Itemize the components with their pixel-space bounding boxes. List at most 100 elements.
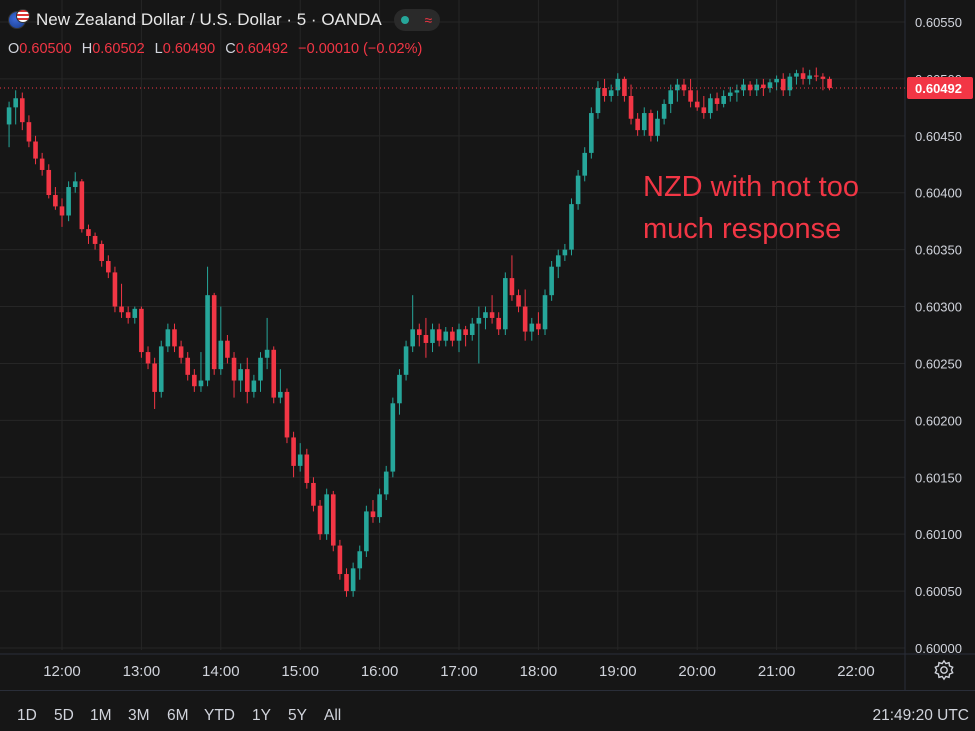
candle-body: [66, 187, 71, 216]
candle-body: [483, 312, 488, 318]
open-value: 0.60500: [19, 41, 72, 57]
candle-body: [694, 101, 700, 108]
candle-body: [244, 369, 250, 392]
candle-body: [562, 249, 568, 256]
candle-body: [536, 323, 541, 330]
candle-body: [761, 84, 766, 89]
candle-body: [33, 141, 38, 159]
candle-body: [780, 78, 786, 91]
candle-body: [172, 329, 177, 347]
low-value: 0.60490: [162, 41, 216, 57]
candle-body: [317, 505, 323, 535]
y-tick-label: 0.60450: [915, 129, 962, 144]
x-tick-label: 16:00: [361, 663, 399, 680]
candle-body: [516, 295, 521, 307]
candle-body: [20, 98, 25, 123]
candle-body: [582, 152, 588, 176]
range-button-6m[interactable]: 6M: [167, 707, 189, 724]
symbol-title[interactable]: New Zealand Dollar / U.S. Dollar · 5 · O…: [36, 10, 382, 29]
low-label: L: [154, 41, 163, 57]
range-button-all[interactable]: All: [324, 707, 342, 724]
candle-body: [569, 204, 574, 250]
candle-body: [251, 380, 257, 392]
candle-body: [13, 98, 18, 108]
candle-body: [681, 84, 687, 91]
range-button-1y[interactable]: 1Y: [252, 707, 271, 724]
ohlc-legend: O0.60500 H0.60502 L0.60490 C0.60492 −0.0…: [8, 41, 428, 57]
candle-body: [668, 90, 674, 104]
candle-body: [211, 295, 217, 370]
candle-body: [238, 369, 243, 381]
candle-body: [225, 340, 230, 358]
x-tick-label: 20:00: [678, 663, 716, 680]
candle-body: [734, 90, 740, 93]
candle-body: [675, 84, 680, 91]
candle-body: [72, 181, 78, 188]
candle-body: [205, 295, 210, 381]
y-tick-label: 0.60050: [915, 584, 962, 599]
candle-body: [555, 255, 561, 267]
candle-body: [827, 78, 832, 89]
change-value: −0.00010 (−0.02%): [298, 41, 423, 57]
candle-body: [132, 308, 138, 318]
y-tick-label: 0.60000: [915, 641, 962, 656]
range-button-1d[interactable]: 1D: [17, 707, 37, 724]
candle-body: [794, 73, 799, 77]
candle-body: [741, 84, 746, 91]
candle-body: [754, 84, 760, 91]
candle-body: [503, 278, 508, 330]
candle-body: [6, 107, 12, 125]
candle-body: [324, 494, 329, 535]
bottom-toolbar: 1D 5D 1M 3M 6M YTD 1Y 5Y All 21:49:20 UTC: [0, 690, 975, 731]
candle-body: [112, 272, 118, 307]
x-tick-label: 15:00: [281, 663, 319, 680]
x-tick-label: 18:00: [520, 663, 558, 680]
candle-body: [463, 329, 468, 335]
range-button-3m[interactable]: 3M: [128, 707, 150, 724]
candle-body: [390, 403, 396, 472]
candle-body: [158, 346, 164, 392]
y-tick-label: 0.60300: [915, 300, 962, 315]
candle-body: [820, 76, 826, 79]
range-button-5y[interactable]: 5Y: [288, 707, 307, 724]
candle-body: [469, 323, 475, 335]
candle-body: [714, 98, 720, 104]
candle-body: [139, 308, 144, 353]
y-tick-label: 0.60550: [915, 15, 962, 30]
range-button-ytd[interactable]: YTD: [204, 707, 235, 724]
candle-body: [648, 113, 654, 136]
close-value: 0.60492: [235, 41, 289, 57]
candle-body: [125, 312, 131, 318]
settings-icon[interactable]: [933, 659, 955, 681]
range-button-5d[interactable]: 5D: [54, 707, 74, 724]
candle-body: [575, 175, 581, 205]
candle-body: [185, 357, 191, 375]
candle-body: [152, 363, 157, 392]
candle-body: [496, 317, 501, 330]
candle-body: [145, 352, 151, 364]
candle-body: [192, 374, 197, 387]
candle-body: [26, 122, 32, 142]
high-label: H: [81, 41, 93, 57]
y-tick-label: 0.60350: [915, 243, 962, 258]
candle-body: [814, 75, 819, 77]
market-status-icon[interactable]: ≈: [393, 9, 440, 31]
candle-body: [364, 511, 369, 552]
candle-body: [542, 295, 548, 330]
candle-body: [688, 90, 693, 102]
utc-clock[interactable]: 21:49:20 UTC: [872, 707, 970, 724]
candle-body: [92, 235, 98, 244]
candle-body: [59, 206, 65, 216]
candle-body: [661, 103, 667, 119]
candle-body: [708, 98, 713, 114]
candle-body: [271, 349, 277, 398]
candlestick-chart[interactable]: 0.60550 0.60500 0.60450 0.60400 0.60350 0.603…: [0, 0, 975, 690]
candle-body: [701, 107, 707, 114]
candle-body: [615, 78, 621, 91]
candle-body: [311, 482, 316, 506]
candle-body: [410, 329, 415, 347]
candle-body: [403, 346, 409, 375]
range-button-1m[interactable]: 1M: [90, 707, 112, 724]
candle-body: [589, 113, 594, 153]
open-label: O: [8, 41, 20, 57]
